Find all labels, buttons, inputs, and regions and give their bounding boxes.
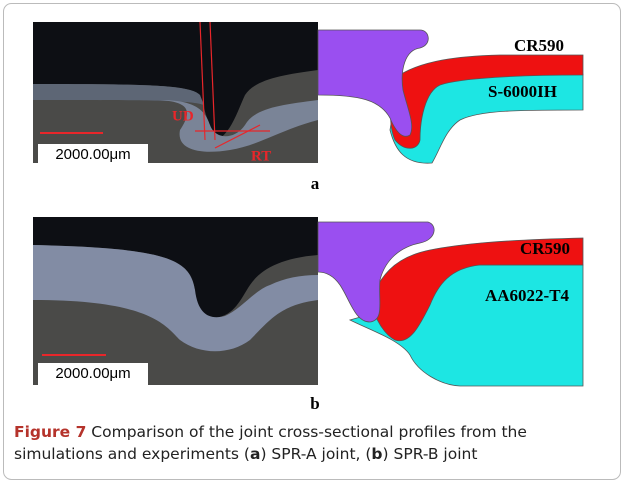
caption-text: b — [371, 445, 382, 463]
panel-letter: b — [310, 394, 319, 413]
micrograph-a — [33, 22, 318, 166]
figure: UD RT 2000.00μm CR590 S-6000IH a 2000.00… — [0, 0, 624, 483]
scale-bar-label: 2000.00μm — [55, 365, 130, 382]
material-label: CR590 — [514, 36, 564, 55]
caption: Figure 7 Comparison of the joint cross-s… — [14, 421, 610, 465]
figure-label: Figure 7 — [14, 423, 86, 441]
page: UD RT 2000.00μm CR590 S-6000IH a 2000.00… — [0, 0, 624, 483]
caption-text: ) SPR-B joint — [383, 445, 478, 463]
panel-letter: a — [311, 174, 320, 193]
caption-text: a — [250, 445, 260, 463]
scale-bar-label: 2000.00μm — [55, 146, 130, 163]
material-label: S-6000IH — [488, 82, 557, 101]
caption-text: ) SPR-A joint, ( — [260, 445, 371, 463]
material-label: CR590 — [520, 239, 570, 258]
micrograph-b — [33, 217, 318, 385]
annotation: UD — [172, 108, 194, 124]
annotation: RT — [251, 148, 271, 164]
material-label: AA6022-T4 — [485, 286, 570, 305]
